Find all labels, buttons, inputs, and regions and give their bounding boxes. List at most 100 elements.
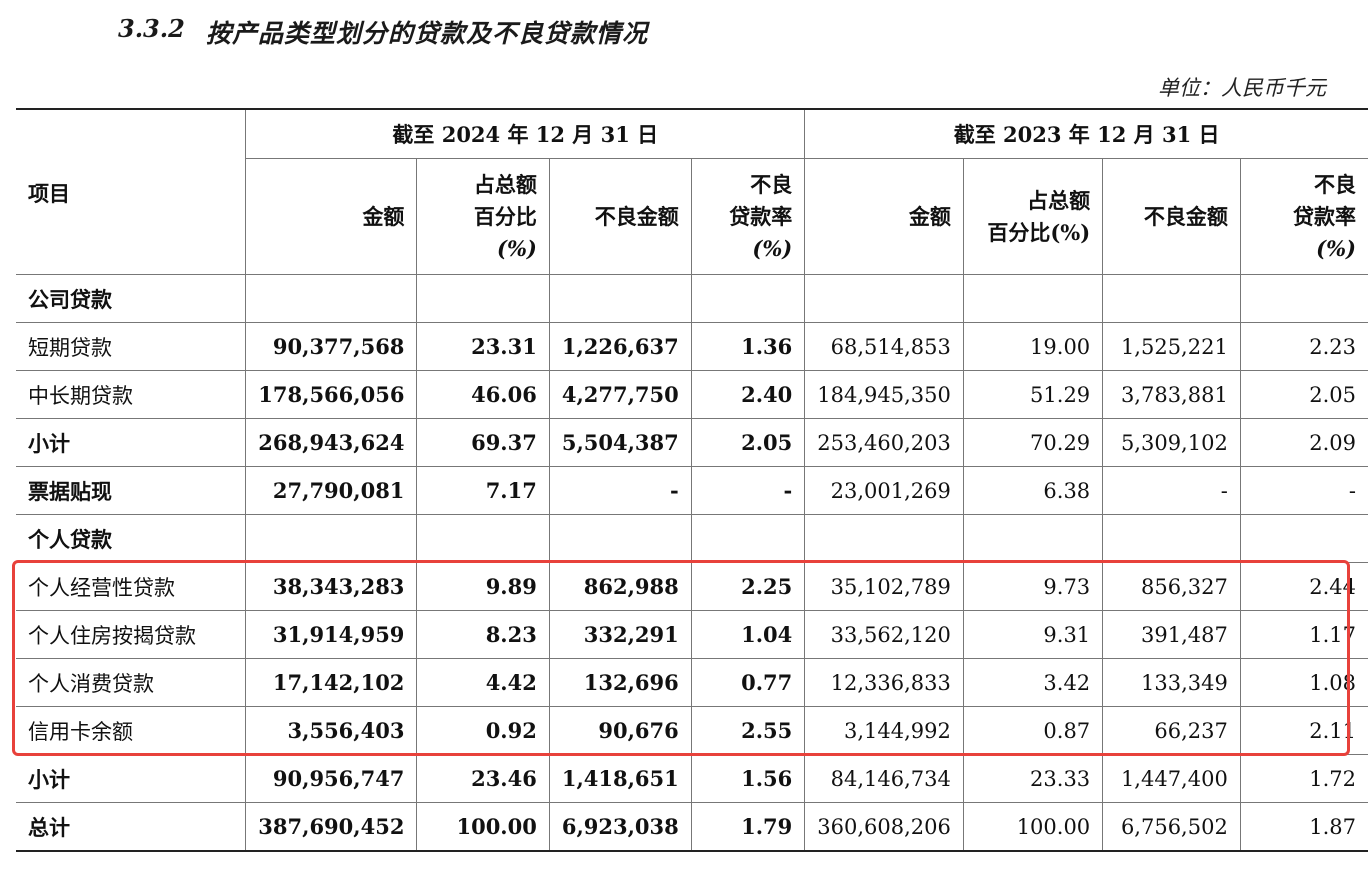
table-cell: 132,696 [548,658,692,707]
table-cell: - [548,466,692,515]
table-cell: 46.06 [416,370,550,419]
table-cell: 4.42 [416,658,550,707]
table-cell: 2.44 [1239,562,1368,611]
table-cell: 2.11 [1239,706,1368,755]
table-cell: 1.56 [690,754,806,803]
table-cell: 6,923,038 [548,802,692,852]
table-cell [1239,514,1368,563]
table-cell: 100.00 [416,802,550,852]
row-label: 个人经营性贷款 [16,562,247,611]
table-cell: 1.72 [1239,754,1368,803]
column-header-row: 金额 占总额 百分比 (%) 不良金额 不良 贷款率 (%) 金额 占总额 百分… [16,158,1368,275]
table-cell: 19.00 [962,322,1104,371]
table-cell: 133,349 [1102,658,1241,707]
table-cell: 1,525,221 [1102,322,1241,371]
table-cell: 9.89 [416,562,550,611]
row-label: 票据贴现 [16,466,247,515]
table-cell: 68,514,853 [804,322,964,371]
table-cell [416,274,550,323]
table-cell: 70.29 [962,418,1104,467]
table-cell: 51.29 [962,370,1104,419]
row-label: 个人住房按揭贷款 [16,610,247,659]
row-label: 总计 [16,802,247,852]
table-cell: 2.05 [690,418,806,467]
table-cell: 387,690,452 [245,802,418,852]
table-cell [245,514,418,563]
table-cell: 84,146,734 [804,754,964,803]
table-cell: 5,504,387 [548,418,692,467]
table-cell: 33,562,120 [804,610,964,659]
table-cell: 90,676 [548,706,692,755]
table-row: 小计 90,956,747 23.46 1,418,651 1.56 84,146,734… [16,754,1368,803]
table-cell [1239,274,1368,323]
table-cell: 90,377,568 [245,322,418,371]
table-row: 中长期贷款 178,566,056 46.06 4,277,750 2.40 184,94… [16,370,1368,419]
table-cell: 1.79 [690,802,806,852]
table-row: 信用卡余额 3,556,403 0.92 90,676 2.55 3,144,992 0.8… [16,706,1368,755]
table-cell: 1.17 [1239,610,1368,659]
table-cell: 253,460,203 [804,418,964,467]
header-share-2024: 占总额 百分比 (%) [416,158,550,275]
table-cell: 23.31 [416,322,550,371]
table-cell: 1.04 [690,610,806,659]
table-cell: 332,291 [548,610,692,659]
table-cell: 38,343,283 [245,562,418,611]
table-cell: 12,336,833 [804,658,964,707]
table-cell: 66,237 [1102,706,1241,755]
table-cell: 2.09 [1239,418,1368,467]
header-npl-rate-2024: 不良 贷款率 (%) [690,158,806,275]
table-cell: 1.87 [1239,802,1368,852]
table-cell: 5,309,102 [1102,418,1241,467]
table-cell: 35,102,789 [804,562,964,611]
table-row: 总计 387,690,452 100.00 6,923,038 1.79 360,608,… [16,802,1368,852]
table-cell: 1,447,400 [1102,754,1241,803]
table-cell [690,514,806,563]
section-title: 按产品类型划分的贷款及不良贷款情况 [206,19,649,48]
header-npl-rate-line1: 不良 [1314,171,1356,197]
table-cell: 178,566,056 [245,370,418,419]
table-cell [962,274,1104,323]
header-npl-amount-label: 不良金额 [1143,203,1228,229]
table-cell: - [1239,466,1368,515]
header-amount-2023: 金额 [804,158,964,275]
header-share-2023: 占总额 百分比(%) [962,158,1104,275]
table-cell: - [690,466,806,515]
header-share-line2: 百分比(%) [987,219,1091,245]
table-cell [416,514,550,563]
table-cell: 17,142,102 [245,658,418,707]
table-cell: 1,226,637 [548,322,692,371]
table-cell: 6.38 [962,466,1104,515]
table-cell: 0.92 [416,706,550,755]
table-cell: 184,945,350 [804,370,964,419]
table-row: 个人经营性贷款 38,343,283 9.89 862,988 2.25 35,102,7… [16,562,1368,611]
table-cell: 2.23 [1239,322,1368,371]
row-label: 信用卡余额 [16,706,247,755]
section-heading: 3.3.2 按产品类型划分的贷款及不良贷款情况 [0,0,1368,60]
header-share-line1: 占总额 [473,171,537,197]
table-row: 个人消费贷款 17,142,102 4.42 132,696 0.77 12,336,83… [16,658,1368,707]
table-cell: 268,943,624 [245,418,418,467]
table-cell: 1.36 [690,322,806,371]
header-period-2023: 截至 2023 年 12 月 31 日 [804,108,1368,159]
loan-table: 项目 截至 2024 年 12 月 31 日 截至 2023 年 12 月 31… [16,108,1368,852]
header-amount-2024: 金额 [245,158,418,275]
header-npl-amount-label: 不良金额 [594,203,679,229]
row-label: 小计 [16,754,247,803]
table-row: 个人贷款 [16,514,1368,563]
table-cell [1102,514,1241,563]
table-cell: 9.31 [962,610,1104,659]
table-cell: 2.55 [690,706,806,755]
header-npl-rate-line2: 贷款率 [1293,203,1356,229]
header-npl-rate-2023: 不良 贷款率 (%) [1239,158,1368,275]
table-cell: 4,277,750 [548,370,692,419]
header-amount-label: 金额 [362,203,405,229]
table-cell: 27,790,081 [245,466,418,515]
header-npl-rate-line2: 贷款率 [729,203,793,229]
table-cell [548,514,692,563]
section-number: 3.3.2 [118,14,185,43]
table-cell: 8.23 [416,610,550,659]
header-npl-amount-2023: 不良金额 [1102,158,1241,275]
header-amount-label: 金额 [908,203,951,229]
table-cell: 2.05 [1239,370,1368,419]
table-row: 票据贴现 27,790,081 7.17- -23,001,269 6.38- - [16,466,1368,515]
